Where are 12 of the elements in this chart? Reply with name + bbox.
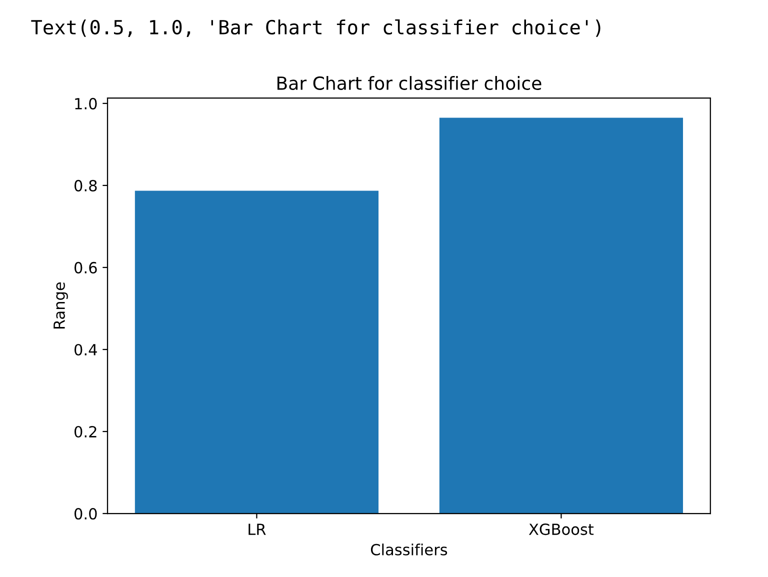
x-tick-label: LR — [248, 524, 266, 535]
y-axis-title: Range — [54, 282, 68, 329]
text: Text(0.5, 1.0, 'Bar Chart for classifier choice') — [31, 19, 600, 37]
y-tick-label: 1.0 — [75, 98, 97, 110]
y-tick-label: 0.0 — [74, 508, 97, 520]
y-tick-label: 0.6 — [74, 262, 97, 274]
chart-title: Bar Chart for classifier choice — [277, 76, 542, 90]
y-tick-label: 0.2 — [74, 426, 96, 438]
y-tick-label: 0.8 — [74, 180, 97, 192]
y-tick-label: 0.4 — [74, 344, 97, 356]
x-axis-title: Classifiers — [370, 544, 448, 556]
x-tick-label: XGBoost — [528, 524, 594, 536]
